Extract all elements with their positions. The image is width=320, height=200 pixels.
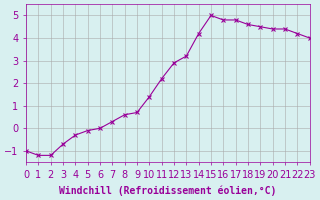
X-axis label: Windchill (Refroidissement éolien,°C): Windchill (Refroidissement éolien,°C) [59, 185, 276, 196]
